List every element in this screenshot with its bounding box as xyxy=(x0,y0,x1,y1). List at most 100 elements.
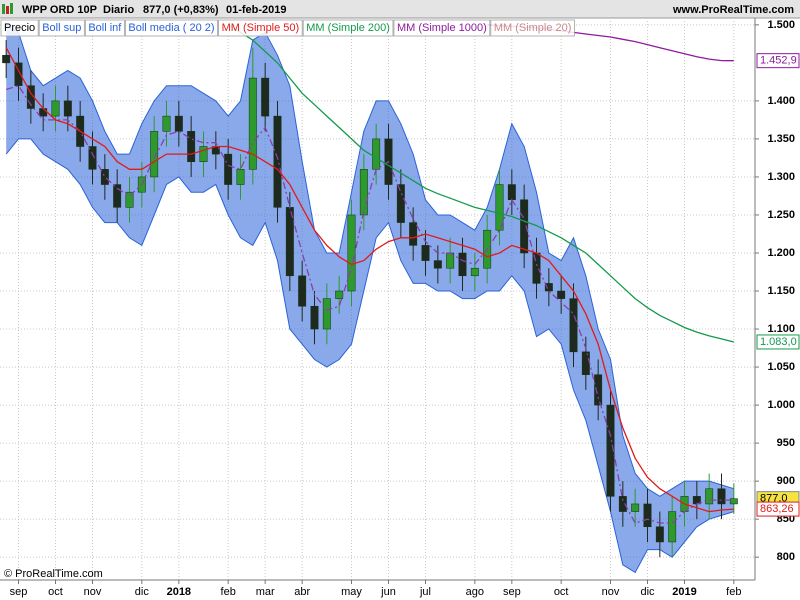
candle-body xyxy=(569,298,578,353)
candle-body xyxy=(310,305,319,330)
x-tick-label: jul xyxy=(419,586,431,598)
candle-body xyxy=(396,184,405,223)
legend-box xyxy=(302,19,394,37)
y-tick-label: 1.500 xyxy=(767,19,795,31)
candle-body xyxy=(643,503,652,528)
y-tick-label: 1.100 xyxy=(767,323,795,335)
series-line xyxy=(5,138,734,574)
candle-body xyxy=(322,298,331,330)
candle-body xyxy=(63,100,72,117)
candle-body xyxy=(51,100,60,117)
last-value-label: 1.452,9 xyxy=(760,55,797,67)
last-value-box xyxy=(756,334,800,350)
legend-item: Boll media ( 20 2) xyxy=(128,22,214,34)
candle-body xyxy=(174,115,183,132)
y-tick-label: 800 xyxy=(777,551,795,563)
candle-body xyxy=(631,503,640,512)
candle-body xyxy=(532,252,541,284)
x-tick-label: 2018 xyxy=(167,586,191,598)
last-value-tag: 1.083,0 xyxy=(756,334,800,350)
y-tick-label: 1.000 xyxy=(767,399,795,411)
header-symbol: WPP ORD 10P xyxy=(22,4,97,16)
candle-body xyxy=(335,290,344,299)
candle-body xyxy=(261,77,270,117)
y-tick-label: 1.400 xyxy=(767,95,795,107)
candle-body xyxy=(717,488,726,505)
candle-body xyxy=(655,526,664,543)
y-tick-label: 1.150 xyxy=(767,285,795,297)
candle-body xyxy=(458,252,467,277)
candle-body xyxy=(520,199,529,254)
x-tick-label: 2019 xyxy=(672,586,696,598)
y-tick-label: 1.350 xyxy=(767,133,795,145)
candle-body xyxy=(618,496,627,512)
candle-body xyxy=(162,115,171,132)
last-value-tag: 863,26 xyxy=(756,501,800,517)
header-site: www.ProRealTime.com xyxy=(672,4,794,16)
x-tick-label: ago xyxy=(466,586,484,598)
candle-body xyxy=(421,245,430,261)
x-tick-label: dic xyxy=(640,586,655,598)
series-line xyxy=(5,24,734,497)
legend-item: MM (Simple 200) xyxy=(306,22,390,34)
candle-body xyxy=(113,184,122,208)
x-tick-label: feb xyxy=(221,586,236,598)
candle-body xyxy=(557,290,566,299)
header-icon xyxy=(10,3,13,14)
watermark: © ProRealTime.com xyxy=(4,568,103,580)
legend-item: Boll sup xyxy=(42,22,81,34)
legend-box xyxy=(490,19,575,37)
x-tick-label: oct xyxy=(554,586,569,598)
header-date: 01-feb-2019 xyxy=(226,4,287,16)
candle-body xyxy=(125,191,134,208)
y-tick-label: 1.250 xyxy=(767,209,795,221)
last-value-tag: 1.452,9 xyxy=(756,53,800,69)
legend: Precio Boll sup Boll inf Boll media ( 20 2)… xyxy=(0,19,575,37)
legend-item: Precio xyxy=(4,22,35,34)
candle-body xyxy=(729,498,738,505)
x-tick-label: dic xyxy=(135,586,150,598)
candle-body xyxy=(248,77,257,170)
header-icon xyxy=(2,4,5,14)
candle-body xyxy=(606,404,615,497)
candle-body xyxy=(150,131,159,178)
header-quote: 877,0 (+0,83%) xyxy=(143,4,219,16)
y-tick-label: 950 xyxy=(777,437,795,449)
x-tick-label: abr xyxy=(294,586,310,598)
candle-body xyxy=(199,146,208,162)
candle-body xyxy=(187,131,196,162)
legend-item: MM (Simple 50) xyxy=(222,22,300,34)
candle-body xyxy=(409,222,418,246)
legend-box xyxy=(124,19,218,37)
candle-body xyxy=(433,260,442,269)
last-value-label: 863,26 xyxy=(760,503,794,515)
series-line xyxy=(227,24,734,343)
candle-body xyxy=(273,115,282,208)
x-tick-label: sep xyxy=(503,586,521,598)
legend-item: MM (Simple 20) xyxy=(494,22,572,34)
legend-box xyxy=(0,19,39,37)
candle-body xyxy=(544,283,553,292)
last-value-box xyxy=(756,53,800,69)
y-tick-label: 1.050 xyxy=(767,361,795,373)
x-tick-label: feb xyxy=(726,586,741,598)
plot-layer xyxy=(0,18,755,580)
legend-box xyxy=(218,19,303,37)
y-tick-label: 1.200 xyxy=(767,247,795,259)
x-tick-label: may xyxy=(341,586,362,598)
candle-body xyxy=(581,351,590,375)
x-tick-label: jun xyxy=(380,586,396,598)
y-tick-label: 900 xyxy=(777,475,795,487)
candle-body xyxy=(298,275,307,307)
header-icon xyxy=(6,6,9,14)
series-line xyxy=(5,47,734,513)
candle-body xyxy=(347,214,356,292)
x-tick-label: oct xyxy=(48,586,63,598)
candle-body xyxy=(470,267,479,277)
candle-body xyxy=(236,169,245,185)
last-value-label: 877,0 xyxy=(760,493,788,505)
candle-body xyxy=(14,62,23,86)
legend-box xyxy=(38,19,85,37)
